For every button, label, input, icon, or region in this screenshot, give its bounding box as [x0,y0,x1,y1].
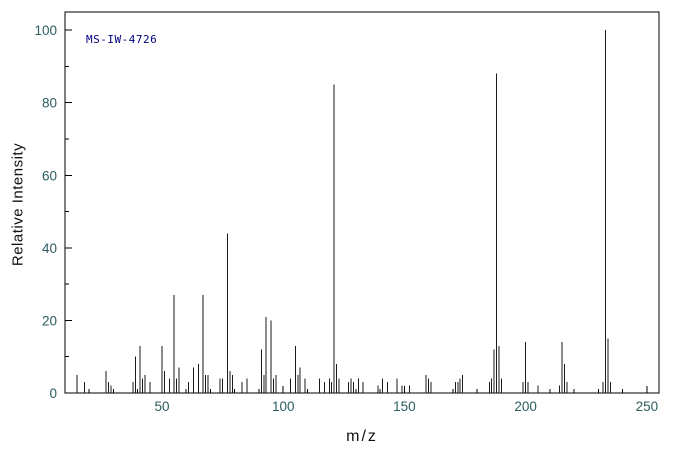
svg-text:150: 150 [393,399,416,414]
x-tick-labels: 50 100 150 200 250 [154,399,658,414]
svg-text:250: 250 [636,399,659,414]
svg-text:50: 50 [154,399,169,414]
y-axis-ticks [65,29,72,358]
y-tick-labels: 0 20 40 60 80 100 [34,23,57,401]
svg-text:200: 200 [514,399,537,414]
svg-text:60: 60 [42,168,57,183]
svg-text:0: 0 [49,386,57,401]
plot-border [64,11,660,394]
peaks-group [76,30,612,393]
svg-text:20: 20 [42,313,57,328]
svg-text:100: 100 [272,399,295,414]
svg-text:40: 40 [42,241,57,256]
svg-text:100: 100 [34,23,57,38]
spectrum-id-annotation: MS-IW-4726 [86,33,158,46]
y-axis-label: Relative Intensity [9,142,27,267]
x-axis-label: m/z [346,428,378,445]
svg-text:80: 80 [42,96,57,111]
